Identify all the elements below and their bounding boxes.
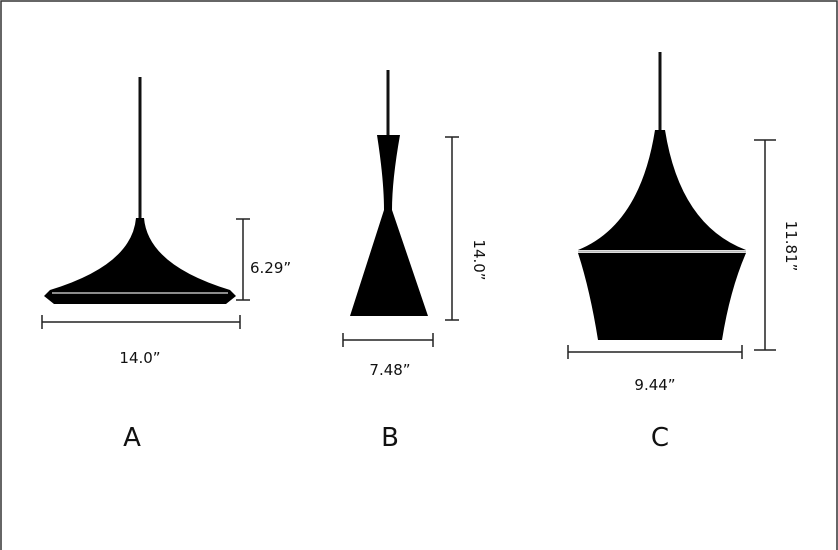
height-dimension [754, 139, 776, 351]
width-label: 7.48” [369, 361, 410, 379]
height-dimension [236, 218, 250, 301]
width-dimension [342, 333, 434, 347]
shade [350, 135, 428, 316]
lamp-label: B [381, 423, 399, 453]
shade-top [578, 130, 746, 250]
height-label: 14.0” [470, 239, 488, 280]
lamp-c: 11.81” 9.44” C [567, 52, 800, 453]
lamp-label: C [651, 423, 669, 453]
height-label: 6.29” [250, 259, 291, 277]
width-label: 14.0” [119, 349, 160, 367]
lamp-b: 14.0” 7.48” B [342, 70, 488, 453]
width-dimension [567, 345, 743, 359]
lamp-label: A [123, 423, 141, 453]
shade [44, 218, 236, 304]
shade-bottom [578, 253, 746, 340]
height-label: 11.81” [782, 221, 800, 272]
height-dimension [445, 136, 459, 321]
lamp-a: 6.29” 14.0” A [41, 77, 291, 453]
width-label: 9.44” [634, 376, 675, 394]
width-dimension [41, 315, 241, 329]
